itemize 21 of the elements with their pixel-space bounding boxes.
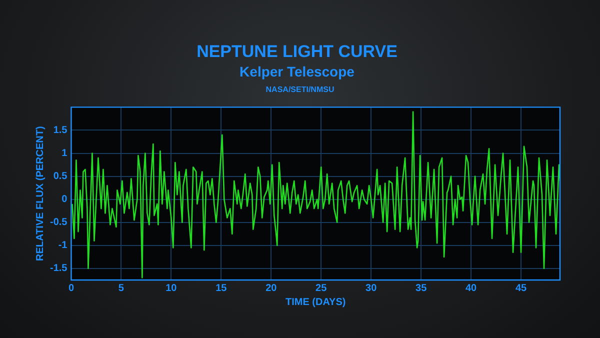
text: NASA/SETI/NMSU [266,85,334,94]
x-tick-label: 10 [166,282,178,294]
x-tick-label: 30 [366,282,378,294]
y-tick-label: 0 [62,194,68,206]
x-tick-label: 35 [416,282,428,294]
y-axis-title: RELATIVE FLUX (PERCENT) [34,126,46,262]
y-tick-label: -0.5 [50,217,68,228]
x-tick-label: 25 [316,282,328,294]
x-tick-label: 20 [266,282,278,294]
y-tick-label: -1 [58,240,68,252]
x-tick-label: 40 [465,282,478,294]
y-tick-label: 1.5 [53,124,68,136]
y-tick-label: 0.5 [53,171,68,182]
y-tick-label: -1.5 [50,263,68,274]
chart-title: NEPTUNE LIGHT CURVE [196,42,398,61]
x-tick-label: 15 [216,282,228,294]
x-tick-label: 5 [118,282,124,294]
x-axis-title: TIME (DAYS) [286,296,346,308]
y-tick-label: 1 [62,148,68,160]
chart-subtitle: Kelper Telescope [240,64,355,80]
x-tick-label: 45 [515,282,528,294]
